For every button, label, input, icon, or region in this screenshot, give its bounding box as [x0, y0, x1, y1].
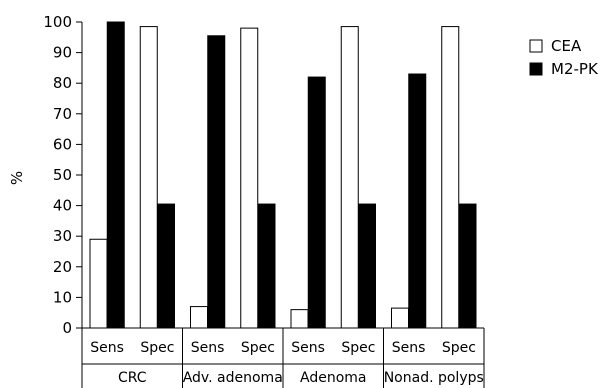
- group-label: CRC: [118, 370, 147, 386]
- y-tick-label: 60: [53, 135, 72, 153]
- legend-swatch: [529, 62, 543, 76]
- y-tick-label: 80: [53, 74, 72, 92]
- plot-area: [89, 21, 477, 329]
- y-tick-label: 0: [62, 319, 72, 337]
- bar-cea: [391, 307, 409, 329]
- x-tick-label: Sens: [392, 340, 426, 356]
- y-tick-label: 90: [53, 44, 72, 62]
- y-tick-label: 100: [43, 13, 72, 31]
- bar-cea: [240, 27, 259, 329]
- bar-m2-pk: [157, 203, 175, 329]
- x-tick-label: Sens: [90, 340, 124, 356]
- bar-cea: [290, 309, 309, 329]
- y-tick-label: 30: [53, 227, 72, 245]
- bar-m2-pk: [106, 21, 125, 329]
- x-tick-label: Sens: [191, 340, 225, 356]
- x-tick-label: Spec: [341, 340, 375, 356]
- x-axis: Sens Spec CRC Sens Spec Adv. adenoma Sens Spec A…: [81, 327, 485, 388]
- bar-cea: [441, 26, 460, 329]
- bar-cea: [139, 26, 158, 329]
- bar-m2-pk: [358, 203, 376, 329]
- bar-m2-pk: [408, 73, 427, 329]
- legend: CEA M2-PK: [529, 37, 599, 78]
- y-tick-label: 10: [53, 288, 72, 306]
- group-label: Adv. adenoma: [183, 370, 283, 386]
- bar-cea: [190, 306, 208, 329]
- legend-label: M2-PK: [551, 60, 599, 78]
- legend-swatch: [529, 39, 543, 53]
- y-tick-label: 70: [53, 105, 72, 123]
- y-axis-label: %: [8, 171, 26, 185]
- group-label: Nonad. polyps: [384, 370, 484, 386]
- y-tick-label: 40: [53, 197, 72, 215]
- bar-cea: [89, 238, 108, 329]
- x-tick-label: Spec: [442, 340, 476, 356]
- bar-m2-pk: [257, 203, 276, 329]
- legend-label: CEA: [551, 37, 582, 55]
- x-tick-label: Spec: [241, 340, 275, 356]
- y-tick-label: 20: [53, 258, 72, 276]
- x-tick-label: Spec: [140, 340, 174, 356]
- bar-m2-pk: [307, 76, 326, 329]
- bar-m2-pk: [458, 203, 477, 329]
- bar-m2-pk: [207, 35, 226, 329]
- y-axis: 0 10 20 30 40 50 60 70 80 90 100: [43, 13, 83, 337]
- x-tick-label: Sens: [291, 340, 325, 356]
- group-label: Adenoma: [300, 370, 367, 386]
- bar-cea: [340, 26, 359, 329]
- y-tick-label: 50: [53, 166, 72, 184]
